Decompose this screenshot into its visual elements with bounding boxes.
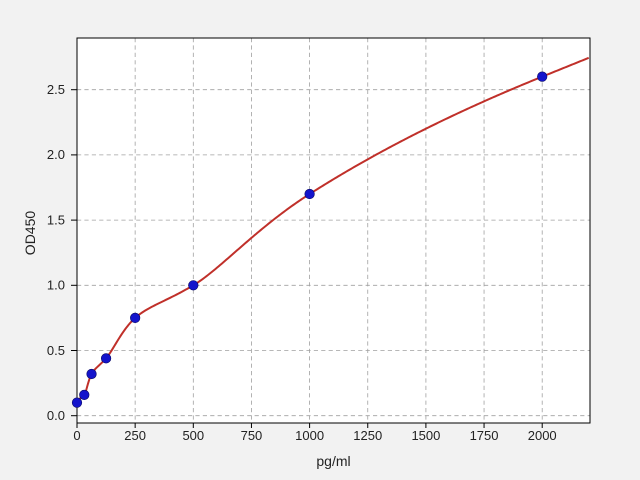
svg-text:0.0: 0.0 xyxy=(47,408,65,423)
svg-text:1750: 1750 xyxy=(470,428,499,443)
svg-text:500: 500 xyxy=(182,428,204,443)
svg-text:250: 250 xyxy=(124,428,146,443)
svg-text:1.0: 1.0 xyxy=(47,278,65,293)
svg-text:2000: 2000 xyxy=(528,428,557,443)
svg-text:1000: 1000 xyxy=(295,428,324,443)
svg-text:1500: 1500 xyxy=(411,428,440,443)
svg-text:0.5: 0.5 xyxy=(47,343,65,358)
svg-text:750: 750 xyxy=(241,428,263,443)
svg-text:1.5: 1.5 xyxy=(47,212,65,227)
svg-text:pg/ml: pg/ml xyxy=(316,453,350,469)
svg-text:2.5: 2.5 xyxy=(47,82,65,97)
svg-text:OD450: OD450 xyxy=(22,211,38,256)
svg-text:2.0: 2.0 xyxy=(47,147,65,162)
svg-text:0: 0 xyxy=(73,428,80,443)
svg-text:1250: 1250 xyxy=(353,428,382,443)
